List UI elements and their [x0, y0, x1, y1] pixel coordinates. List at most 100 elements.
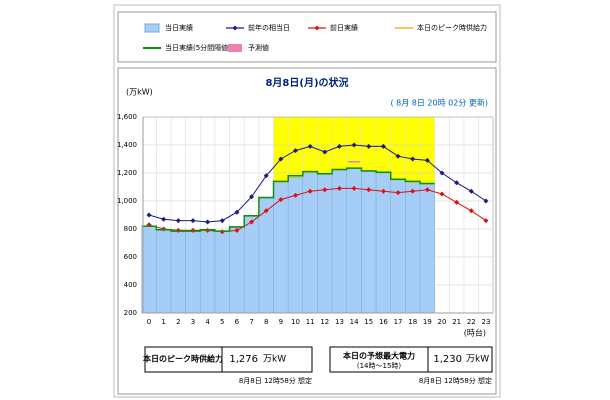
line [148, 144, 487, 223]
marker [234, 209, 240, 215]
marker [351, 142, 357, 148]
marker [439, 170, 445, 176]
x-tick-label: 2 [176, 318, 180, 326]
x-axis-label: (時台) [464, 328, 486, 338]
x-tick-label: 13 [335, 318, 344, 326]
marker [483, 198, 489, 204]
bar [317, 174, 333, 314]
marker [454, 199, 460, 205]
marker [278, 156, 284, 162]
update-note: ( 8月 8日 20時 02分 更新) [391, 98, 489, 108]
info-value: 1,276 [229, 354, 258, 365]
marker [366, 143, 372, 149]
y-tick-label: 1,000 [117, 197, 137, 205]
marker [249, 194, 255, 200]
marker [161, 216, 167, 222]
x-tick-label: 22 [467, 318, 476, 326]
legend-label: 予測値 [248, 43, 269, 52]
marker [395, 153, 401, 159]
x-tick-label: 7 [249, 318, 253, 326]
marker [395, 190, 401, 196]
legend-label: 前日実績 [330, 23, 358, 32]
legend-swatch [228, 44, 242, 52]
legend-label: 本日のピーク時供給力 [417, 23, 487, 32]
marker [263, 208, 269, 214]
bar [405, 182, 421, 314]
marker [307, 143, 313, 149]
x-tick-label: 17 [394, 318, 403, 326]
bar [390, 179, 406, 314]
marker [234, 227, 240, 233]
info-unit: 万kW [263, 355, 286, 365]
marker [410, 188, 416, 194]
bar [243, 216, 260, 314]
marker [424, 157, 430, 163]
x-tick-label: 12 [320, 318, 329, 326]
marker [468, 208, 474, 214]
bar [258, 197, 274, 314]
marker [175, 218, 181, 224]
marker [249, 219, 255, 225]
x-tick-label: 5 [220, 318, 224, 326]
x-tick-label: 6 [235, 318, 240, 326]
x-tick-label: 4 [205, 318, 210, 326]
y-tick-label: 1,600 [117, 113, 137, 121]
marker [424, 187, 430, 193]
bar [200, 230, 216, 314]
x-tick-label: 11 [306, 318, 315, 326]
chart-title: 8月8日(月)の状況 [265, 76, 348, 89]
bar [361, 171, 377, 314]
bar [214, 231, 230, 314]
info-unit: 万kW [466, 355, 489, 365]
bar [419, 183, 435, 314]
x-tick-label: 20 [438, 318, 447, 326]
info-sublabel: (14時～15時) [357, 362, 402, 370]
marker [410, 156, 416, 162]
marker [380, 143, 386, 149]
bar [156, 230, 172, 314]
y-tick-label: 200 [124, 309, 137, 317]
y-tick-label: 400 [124, 281, 137, 289]
info-label: 本日のピーク時供給力 [142, 354, 223, 364]
bar [331, 169, 348, 314]
info-box [329, 346, 493, 373]
x-tick-label: 3 [191, 318, 195, 326]
info-boxes: 本日のピーク時供給力 1,276 万kW 8月8日 12時58分 想定 本日の予… [142, 346, 493, 385]
x-tick-label: 0 [147, 318, 151, 326]
x-tick-label: 9 [279, 318, 283, 326]
marker [278, 197, 284, 203]
y-tick-label: 800 [124, 225, 137, 233]
marker [336, 185, 342, 191]
x-tick-label: 18 [408, 318, 417, 326]
bar [141, 227, 157, 314]
marker [293, 192, 298, 198]
marker [454, 180, 460, 186]
marker [336, 143, 342, 149]
x-tick-label: 1 [161, 318, 165, 326]
x-tick-label: 14 [350, 318, 359, 326]
y-tick-label: 600 [124, 253, 137, 261]
marker [190, 218, 196, 224]
marker [439, 191, 445, 197]
bar [229, 227, 245, 314]
legend-label: 当日実績 [165, 23, 193, 32]
x-tick-label: 21 [452, 318, 461, 326]
marker [205, 219, 211, 225]
marker [293, 148, 298, 154]
info-note: 8月8日 12時58分 想定 [239, 376, 312, 385]
bar [170, 231, 186, 314]
marker [351, 185, 357, 191]
marker [366, 187, 372, 193]
x-tick-label: 23 [481, 318, 490, 326]
y-axis-label: (万kW) [126, 88, 153, 97]
x-tick-label: 19 [423, 318, 432, 326]
y-tick-label: 1,200 [117, 169, 137, 177]
bar [273, 182, 289, 314]
x-tick-label: 15 [364, 318, 373, 326]
legend-box [117, 11, 497, 63]
marker [468, 188, 474, 194]
bar [185, 231, 201, 314]
bar [302, 172, 318, 314]
marker [380, 188, 386, 194]
